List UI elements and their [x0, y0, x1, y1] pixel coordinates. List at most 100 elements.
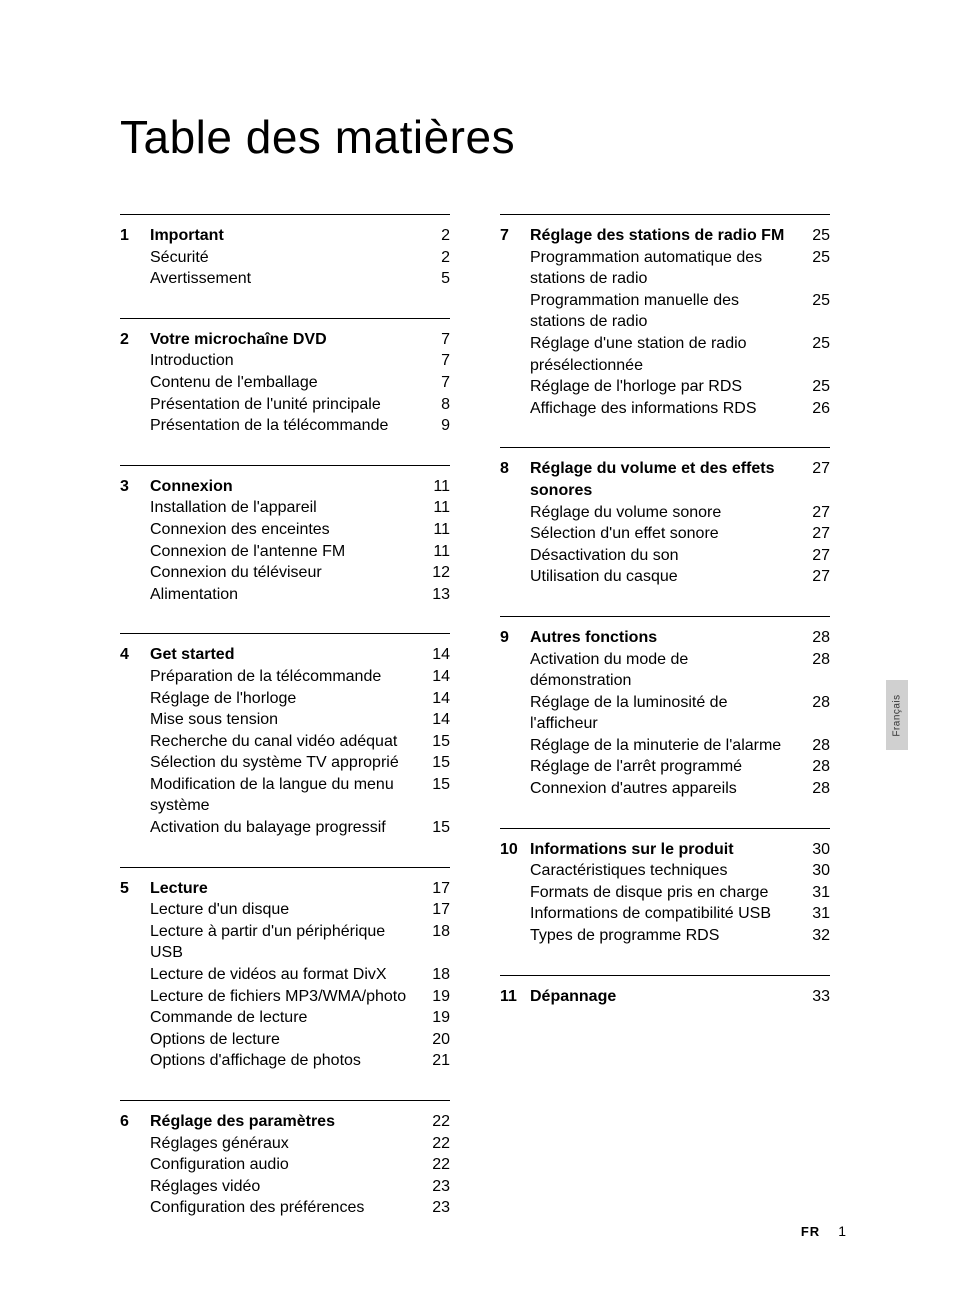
toc-item[interactable]: Réglages généraux22 — [120, 1133, 450, 1155]
toc-section-heading[interactable]: 11Dépannage33 — [500, 986, 830, 1008]
toc-item[interactable]: Options de lecture20 — [120, 1029, 450, 1051]
toc-section-heading[interactable]: 2Votre microchaîne DVD7 — [120, 329, 450, 351]
toc-item[interactable]: Avertissement5 — [120, 268, 450, 290]
toc-item[interactable]: Programmation manuelle des stations de r… — [500, 290, 830, 333]
toc-item-label: Connexion des enceintes — [150, 519, 422, 541]
toc-item[interactable]: Programmation automatique des stations d… — [500, 247, 830, 290]
toc-section-heading[interactable]: 8Réglage du volume et des effets sonores… — [500, 458, 830, 501]
toc-item[interactable]: Présentation de l'unité principale8 — [120, 394, 450, 416]
toc-page-number: 2 — [422, 225, 450, 247]
toc-section: 2Votre microchaîne DVD7Introduction7Cont… — [120, 318, 450, 437]
toc-item[interactable]: Présentation de la télécommande9 — [120, 415, 450, 437]
toc-item[interactable]: Caractéristiques techniques30 — [500, 860, 830, 882]
toc-item[interactable]: Désactivation du son27 — [500, 545, 830, 567]
toc-item-label: Lecture de fichiers MP3/WMA/photo — [150, 986, 422, 1008]
toc-item[interactable]: Types de programme RDS32 — [500, 925, 830, 947]
page-footer: FR 1 — [801, 1223, 846, 1239]
toc-item[interactable]: Réglage de la minuterie de l'alarme28 — [500, 735, 830, 757]
toc-page-number: 19 — [422, 1007, 450, 1029]
toc-page-number: 7 — [422, 372, 450, 394]
toc-section-heading[interactable]: 5Lecture17 — [120, 878, 450, 900]
toc-item[interactable]: Réglage de l'horloge par RDS25 — [500, 376, 830, 398]
toc-item-label: Réglage de l'horloge — [150, 688, 422, 710]
toc-section: 9Autres fonctions28Activation du mode de… — [500, 616, 830, 800]
toc-item[interactable]: Lecture d'un disque17 — [120, 899, 450, 921]
toc-section: 7Réglage des stations de radio FM25Progr… — [500, 214, 830, 419]
toc-item-label: Sélection d'un effet sonore — [530, 523, 802, 545]
toc-item[interactable]: Affichage des informations RDS26 — [500, 398, 830, 420]
toc-item-label: Lecture de vidéos au format DivX — [150, 964, 422, 986]
toc-item[interactable]: Connexion des enceintes11 — [120, 519, 450, 541]
toc-item-label: Réglage du volume sonore — [530, 502, 802, 524]
toc-item-label: Réglage de l'horloge par RDS — [530, 376, 802, 398]
toc-page-number: 17 — [422, 878, 450, 900]
toc-item-label: Activation du mode de démonstration — [530, 649, 802, 692]
toc-page-number: 27 — [802, 545, 830, 567]
toc-columns: 1Important2Sécurité2Avertissement5 2Votre… — [120, 214, 854, 1247]
toc-item[interactable]: Modification de la langue du menu systèm… — [120, 774, 450, 817]
toc-item[interactable]: Connexion du téléviseur12 — [120, 562, 450, 584]
toc-item-label: Modification de la langue du menu systèm… — [150, 774, 422, 817]
toc-item[interactable]: Activation du mode de démonstration28 — [500, 649, 830, 692]
toc-item[interactable]: Installation de l'appareil11 — [120, 497, 450, 519]
toc-section-heading[interactable]: 10Informations sur le produit30 — [500, 839, 830, 861]
toc-section-heading[interactable]: 6Réglage des paramètres22 — [120, 1111, 450, 1133]
toc-item[interactable]: Réglage du volume sonore27 — [500, 502, 830, 524]
toc-item[interactable]: Connexion d'autres appareils28 — [500, 778, 830, 800]
toc-item[interactable]: Sécurité2 — [120, 247, 450, 269]
toc-item[interactable]: Sélection du système TV approprié15 — [120, 752, 450, 774]
toc-page-number: 22 — [422, 1154, 450, 1176]
toc-item[interactable]: Configuration des préférences23 — [120, 1197, 450, 1219]
toc-item[interactable]: Informations de compatibilité USB31 — [500, 903, 830, 925]
toc-item-label: Caractéristiques techniques — [530, 860, 802, 882]
toc-section-title: Important — [150, 225, 422, 247]
toc-item[interactable]: Recherche du canal vidéo adéquat15 — [120, 731, 450, 753]
toc-section-heading[interactable]: 1Important2 — [120, 225, 450, 247]
toc-item-label: Réglage d'une station de radio présélect… — [530, 333, 802, 376]
toc-item-label: Lecture à partir d'un périphérique USB — [150, 921, 422, 964]
footer-language: FR — [801, 1224, 820, 1239]
toc-item[interactable]: Alimentation13 — [120, 584, 450, 606]
toc-item[interactable]: Utilisation du casque27 — [500, 566, 830, 588]
toc-item[interactable]: Activation du balayage progressif15 — [120, 817, 450, 839]
toc-section: 5Lecture17Lecture d'un disque17Lecture à… — [120, 867, 450, 1072]
toc-page-number: 25 — [802, 225, 830, 247]
toc-item-label: Réglage de l'arrêt programmé — [530, 756, 802, 778]
toc-item[interactable]: Configuration audio22 — [120, 1154, 450, 1176]
toc-section-heading[interactable]: 7Réglage des stations de radio FM25 — [500, 225, 830, 247]
toc-item-label: Connexion du téléviseur — [150, 562, 422, 584]
toc-page-number: 26 — [802, 398, 830, 420]
toc-section: 6Réglage des paramètres22Réglages généra… — [120, 1100, 450, 1219]
toc-section-heading[interactable]: 3Connexion11 — [120, 476, 450, 498]
toc-item[interactable]: Contenu de l'emballage7 — [120, 372, 450, 394]
toc-page-number: 27 — [802, 458, 830, 480]
toc-item[interactable]: Lecture à partir d'un périphérique USB18 — [120, 921, 450, 964]
toc-item[interactable]: Mise sous tension14 — [120, 709, 450, 731]
toc-item[interactable]: Réglage de l'arrêt programmé28 — [500, 756, 830, 778]
toc-section-heading[interactable]: 9Autres fonctions28 — [500, 627, 830, 649]
toc-item[interactable]: Réglage de la luminosité de l'afficheur2… — [500, 692, 830, 735]
toc-section-title: Dépannage — [530, 986, 802, 1008]
toc-section-number: 9 — [500, 627, 530, 649]
toc-page-number: 11 — [422, 519, 450, 541]
toc-item-label: Connexion d'autres appareils — [530, 778, 802, 800]
toc-item[interactable]: Lecture de fichiers MP3/WMA/photo19 — [120, 986, 450, 1008]
toc-item[interactable]: Options d'affichage de photos21 — [120, 1050, 450, 1072]
toc-page-number: 7 — [422, 350, 450, 372]
toc-item-label: Préparation de la télécommande — [150, 666, 422, 688]
toc-item[interactable]: Sélection d'un effet sonore27 — [500, 523, 830, 545]
toc-item[interactable]: Introduction7 — [120, 350, 450, 372]
language-tab: Français — [886, 680, 908, 750]
toc-item[interactable]: Préparation de la télécommande14 — [120, 666, 450, 688]
toc-item[interactable]: Réglage d'une station de radio présélect… — [500, 333, 830, 376]
toc-item[interactable]: Réglage de l'horloge14 — [120, 688, 450, 710]
toc-item[interactable]: Réglages vidéo23 — [120, 1176, 450, 1198]
toc-item[interactable]: Lecture de vidéos au format DivX18 — [120, 964, 450, 986]
toc-item[interactable]: Formats de disque pris en charge31 — [500, 882, 830, 904]
toc-item[interactable]: Connexion de l'antenne FM11 — [120, 541, 450, 563]
toc-page-number: 15 — [422, 817, 450, 839]
toc-section-heading[interactable]: 4Get started14 — [120, 644, 450, 666]
toc-item[interactable]: Commande de lecture19 — [120, 1007, 450, 1029]
toc-page-number: 12 — [422, 562, 450, 584]
toc-section-number: 7 — [500, 225, 530, 247]
